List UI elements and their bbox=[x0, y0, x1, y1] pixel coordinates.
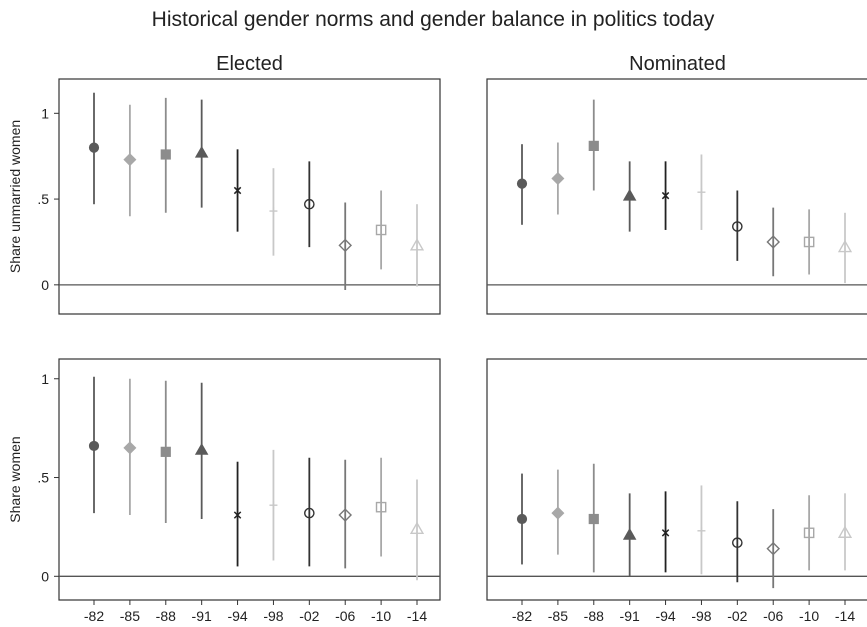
point-marker bbox=[409, 238, 425, 251]
point-marker bbox=[516, 513, 528, 525]
x-tick-label: -02 bbox=[299, 608, 319, 624]
point-marker bbox=[697, 526, 706, 535]
point-marker bbox=[233, 511, 242, 519]
y-axis-label: Share unmarried women bbox=[7, 120, 23, 273]
point-marker bbox=[375, 224, 387, 236]
y-tick-label: 0 bbox=[41, 568, 49, 584]
y-tick-label: .5 bbox=[37, 470, 49, 486]
point-marker bbox=[160, 149, 171, 160]
panel-top-left: Elected Share unmarried women 0 .5 1 bbox=[7, 53, 441, 315]
point-marker bbox=[338, 238, 353, 253]
x-tick-label: -06 bbox=[763, 608, 783, 624]
panel-title: Nominated bbox=[629, 53, 726, 75]
plot-frame bbox=[486, 78, 867, 315]
x-tick-label: -85 bbox=[120, 608, 140, 624]
point-marker bbox=[803, 527, 815, 539]
y-tick-label: .5 bbox=[37, 191, 49, 207]
point-marker bbox=[304, 198, 315, 210]
point-marker bbox=[588, 513, 599, 525]
point-marker bbox=[269, 501, 278, 510]
panel-bottom-right: -82 -85 -88 -91 -94 -98 -02 -06 -10 -14 bbox=[486, 358, 867, 624]
point-marker bbox=[123, 153, 137, 167]
x-tick-label: -91 bbox=[620, 608, 640, 624]
figure-title: Historical gender norms and gender balan… bbox=[152, 8, 715, 31]
point-marker bbox=[194, 145, 209, 158]
chart-panels: Elected Share unmarried women 0 .5 1 Nominate… bbox=[7, 53, 867, 624]
point-marker bbox=[88, 142, 100, 153]
point-marker bbox=[697, 188, 706, 197]
point-marker bbox=[661, 191, 670, 200]
point-marker bbox=[194, 442, 209, 455]
point-marker bbox=[551, 506, 565, 520]
x-tick-label: -14 bbox=[835, 608, 855, 624]
x-tick-label: -94 bbox=[227, 608, 247, 624]
point-marker bbox=[732, 221, 743, 232]
x-tick-label: -94 bbox=[655, 608, 675, 624]
x-tick-label: -82 bbox=[512, 608, 532, 624]
point-marker bbox=[160, 446, 171, 457]
y-axis-label: Share women bbox=[7, 436, 23, 522]
x-tick-label: -98 bbox=[691, 608, 711, 624]
y-tick-label: 1 bbox=[41, 105, 49, 121]
point-marker bbox=[375, 501, 387, 513]
point-marker bbox=[88, 440, 100, 452]
panel-top-right: Nominated bbox=[486, 53, 867, 315]
point-marker bbox=[803, 236, 815, 248]
plot-frame bbox=[486, 358, 867, 601]
y-tick-label: 0 bbox=[41, 277, 49, 293]
x-tick-label: -91 bbox=[192, 608, 212, 624]
x-tick-label: -85 bbox=[548, 608, 568, 624]
point-marker bbox=[766, 541, 781, 556]
point-marker bbox=[766, 235, 781, 249]
x-tick-label: -10 bbox=[371, 608, 391, 624]
point-marker bbox=[338, 508, 353, 522]
x-tick-label: -14 bbox=[407, 608, 427, 624]
x-tick-label: -02 bbox=[727, 608, 747, 624]
x-tick-label: -98 bbox=[263, 608, 283, 624]
x-tick-label: -06 bbox=[335, 608, 355, 624]
point-marker bbox=[551, 171, 565, 185]
point-marker bbox=[233, 186, 242, 195]
point-marker bbox=[304, 507, 315, 519]
y-tick-label: 1 bbox=[41, 371, 49, 387]
x-tick-label: -88 bbox=[156, 608, 176, 624]
point-marker bbox=[661, 529, 670, 537]
point-marker bbox=[622, 527, 637, 540]
point-marker bbox=[516, 178, 528, 189]
point-marker bbox=[269, 207, 278, 216]
x-tick-label: -88 bbox=[584, 608, 604, 624]
point-marker bbox=[622, 188, 637, 201]
point-marker bbox=[732, 537, 743, 549]
x-tick-label: -82 bbox=[84, 608, 104, 624]
plot-frame bbox=[58, 78, 441, 315]
point-marker bbox=[123, 441, 137, 455]
point-marker bbox=[837, 525, 853, 538]
panel-title: Elected bbox=[216, 53, 283, 75]
point-marker bbox=[409, 521, 425, 535]
point-marker bbox=[837, 239, 853, 253]
point-marker bbox=[588, 140, 599, 151]
x-tick-label: -10 bbox=[799, 608, 819, 624]
plot-frame bbox=[58, 358, 441, 601]
